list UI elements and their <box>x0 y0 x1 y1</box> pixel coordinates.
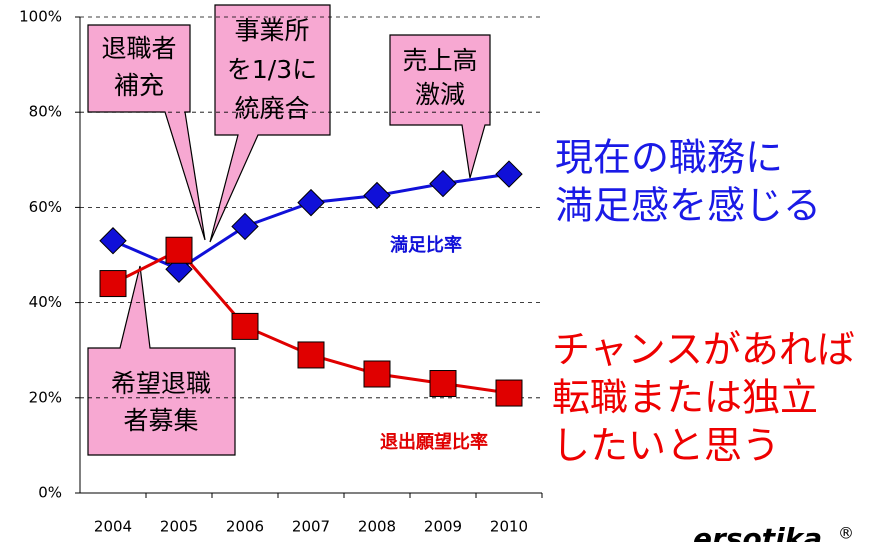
callout-shape <box>87 24 206 241</box>
x-tick-label: 2008 <box>358 518 396 536</box>
x-tick-label: 2010 <box>490 518 528 536</box>
y-tick-label: 0% <box>38 484 62 502</box>
note-text: したいと思う <box>552 424 780 468</box>
callout-text: 売上高 <box>402 46 477 75</box>
note-text: チャンスがあれば <box>552 328 855 372</box>
square-marker <box>165 236 193 264</box>
callout-text: 事業所 <box>234 16 309 45</box>
y-tick-label: 100% <box>19 8 62 26</box>
x-tick-label: 2009 <box>424 518 462 536</box>
logo: ersotika <box>693 522 822 542</box>
x-tick-label: 2005 <box>160 518 198 536</box>
series-label: 満足比率 <box>390 234 462 256</box>
y-tick-label: 80% <box>29 103 62 121</box>
callout-text: 統廃合 <box>234 94 309 123</box>
x-tick-label: 2004 <box>94 518 132 536</box>
diamond-marker <box>363 181 391 210</box>
diamond-marker <box>495 160 523 188</box>
square-marker <box>231 312 259 340</box>
square-marker <box>429 370 457 398</box>
callout-text: 退職者 <box>101 34 176 63</box>
callout-shape <box>209 4 331 243</box>
callout-text: 者募集 <box>123 406 198 435</box>
note-text: 転職または独立 <box>552 376 818 420</box>
y-tick-label: 60% <box>29 198 62 216</box>
callout-text: 補充 <box>114 71 164 100</box>
note-text: 現在の職務に <box>555 136 783 180</box>
square-marker <box>363 360 391 388</box>
x-tick-label: 2007 <box>292 518 330 536</box>
x-tick-label: 2006 <box>226 518 264 536</box>
callout-text: 激減 <box>415 80 465 109</box>
callout-text: 希望退職 <box>111 369 211 398</box>
logo-mark: ® <box>838 524 854 542</box>
callout-shape <box>389 34 491 179</box>
square-marker <box>99 270 127 298</box>
y-tick-label: 20% <box>29 388 62 406</box>
callout-text: を1/3に <box>227 55 317 84</box>
note-text: 満足感を感じる <box>555 184 821 228</box>
callout-shape <box>87 265 236 456</box>
diamond-marker <box>231 212 259 241</box>
diamond-marker <box>429 169 457 198</box>
square-marker <box>297 341 325 369</box>
series-label: 退出願望比率 <box>380 431 488 453</box>
diamond-marker <box>297 188 325 217</box>
y-tick-label: 40% <box>29 293 62 311</box>
diamond-marker <box>99 227 127 255</box>
square-marker <box>495 379 523 407</box>
